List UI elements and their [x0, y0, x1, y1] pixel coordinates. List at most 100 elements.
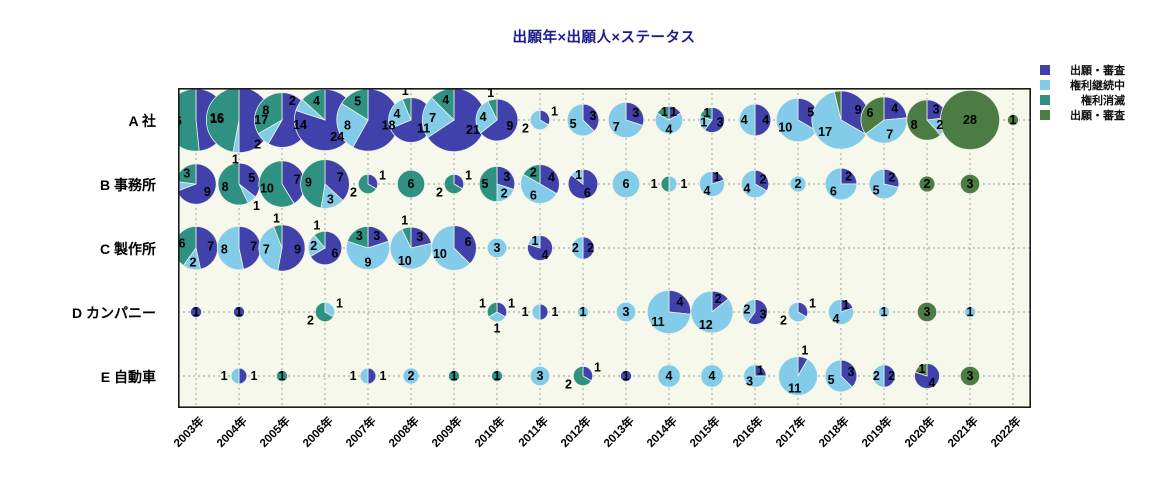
- legend-label: 権利消滅: [1081, 94, 1125, 107]
- svg-text:1: 1: [651, 177, 658, 191]
- svg-text:7: 7: [613, 120, 620, 134]
- svg-text:6: 6: [331, 247, 338, 261]
- svg-text:9: 9: [294, 242, 301, 256]
- svg-text:6: 6: [530, 188, 537, 202]
- svg-text:1: 1: [532, 234, 539, 248]
- svg-text:16: 16: [178, 114, 182, 128]
- legend-item-application-exam: 出願・審査: [1040, 62, 1125, 77]
- svg-text:1: 1: [661, 105, 668, 119]
- svg-text:3: 3: [373, 229, 380, 243]
- svg-text:1: 1: [487, 88, 494, 100]
- svg-text:9: 9: [305, 176, 312, 190]
- svg-text:4: 4: [666, 122, 673, 136]
- svg-text:5: 5: [481, 177, 488, 191]
- svg-text:4: 4: [542, 248, 549, 262]
- svg-text:1: 1: [580, 305, 587, 319]
- svg-text:2: 2: [873, 369, 880, 383]
- svg-text:1: 1: [623, 369, 630, 383]
- svg-text:1: 1: [757, 364, 764, 378]
- svg-text:7: 7: [207, 239, 214, 253]
- svg-text:1: 1: [801, 344, 808, 358]
- svg-text:1: 1: [594, 361, 601, 375]
- legend-label: 権利継続中: [1070, 79, 1125, 92]
- svg-text:7: 7: [294, 173, 301, 187]
- svg-text:12: 12: [699, 318, 713, 332]
- svg-text:1: 1: [465, 169, 472, 183]
- svg-text:2: 2: [780, 313, 787, 327]
- svg-text:2: 2: [924, 177, 931, 191]
- svg-text:3: 3: [746, 374, 753, 388]
- svg-text:2: 2: [501, 187, 508, 201]
- svg-text:18: 18: [382, 118, 396, 132]
- svg-text:5: 5: [828, 373, 835, 387]
- svg-text:4: 4: [676, 295, 683, 309]
- svg-text:4: 4: [762, 113, 769, 127]
- svg-text:8: 8: [222, 180, 229, 194]
- svg-text:7: 7: [337, 170, 344, 184]
- svg-text:6: 6: [866, 106, 873, 120]
- svg-text:1: 1: [881, 305, 888, 319]
- svg-text:3: 3: [503, 170, 510, 184]
- legend-swatch-lightblue: [1040, 79, 1050, 90]
- svg-text:2: 2: [888, 171, 895, 185]
- svg-text:6: 6: [830, 185, 837, 199]
- svg-text:1: 1: [253, 199, 260, 213]
- svg-text:1: 1: [1010, 113, 1017, 127]
- svg-text:21: 21: [466, 123, 480, 137]
- legend-label: 出願・審査: [1070, 64, 1125, 77]
- svg-text:1: 1: [522, 305, 529, 319]
- svg-text:11: 11: [651, 315, 664, 329]
- svg-text:4: 4: [548, 170, 555, 184]
- svg-text:1: 1: [313, 219, 320, 233]
- svg-text:1: 1: [704, 106, 711, 120]
- svg-text:6: 6: [623, 177, 630, 191]
- svg-text:1: 1: [379, 369, 386, 383]
- svg-text:1: 1: [919, 362, 926, 376]
- svg-text:16: 16: [210, 111, 224, 125]
- svg-text:3: 3: [760, 308, 767, 322]
- svg-text:2: 2: [310, 239, 317, 253]
- svg-text:2: 2: [743, 302, 750, 316]
- legend-item-application-exam-green: 出願・審査: [1040, 107, 1125, 122]
- svg-text:17: 17: [254, 113, 268, 127]
- svg-text:4: 4: [313, 94, 320, 108]
- svg-text:1: 1: [967, 305, 974, 319]
- svg-text:1: 1: [232, 152, 239, 166]
- svg-text:14: 14: [293, 118, 307, 132]
- svg-text:4: 4: [929, 376, 936, 390]
- svg-text:6: 6: [584, 186, 591, 200]
- svg-text:8: 8: [262, 104, 269, 118]
- svg-text:10: 10: [778, 120, 792, 134]
- svg-text:3: 3: [494, 241, 501, 255]
- legend-swatch-blue: [1040, 64, 1050, 75]
- svg-text:4: 4: [891, 101, 898, 115]
- svg-text:1: 1: [221, 369, 228, 383]
- svg-text:1: 1: [680, 177, 687, 191]
- svg-text:2: 2: [715, 292, 722, 306]
- svg-text:3: 3: [933, 103, 940, 117]
- svg-text:1: 1: [551, 105, 558, 119]
- svg-text:4: 4: [480, 110, 487, 124]
- svg-text:10: 10: [433, 247, 447, 261]
- svg-text:2: 2: [572, 241, 579, 255]
- svg-text:17: 17: [818, 125, 832, 139]
- svg-text:4: 4: [709, 369, 716, 383]
- row-label-company-d: D カンパニー: [72, 305, 156, 321]
- svg-text:2: 2: [936, 118, 943, 132]
- svg-text:8: 8: [344, 118, 351, 132]
- svg-text:1: 1: [714, 170, 721, 184]
- svg-text:4: 4: [704, 184, 711, 198]
- svg-text:11: 11: [417, 121, 430, 135]
- svg-text:7: 7: [263, 242, 270, 256]
- svg-text:3: 3: [416, 230, 423, 244]
- svg-text:3: 3: [356, 229, 363, 243]
- svg-text:2: 2: [189, 255, 196, 269]
- svg-text:1: 1: [193, 305, 200, 319]
- svg-text:6: 6: [408, 177, 415, 191]
- svg-text:10: 10: [260, 181, 274, 195]
- row-label-auto-e: E 自動車: [100, 369, 156, 385]
- svg-text:2: 2: [289, 94, 296, 108]
- svg-text:4: 4: [666, 369, 673, 383]
- svg-text:3: 3: [847, 365, 854, 379]
